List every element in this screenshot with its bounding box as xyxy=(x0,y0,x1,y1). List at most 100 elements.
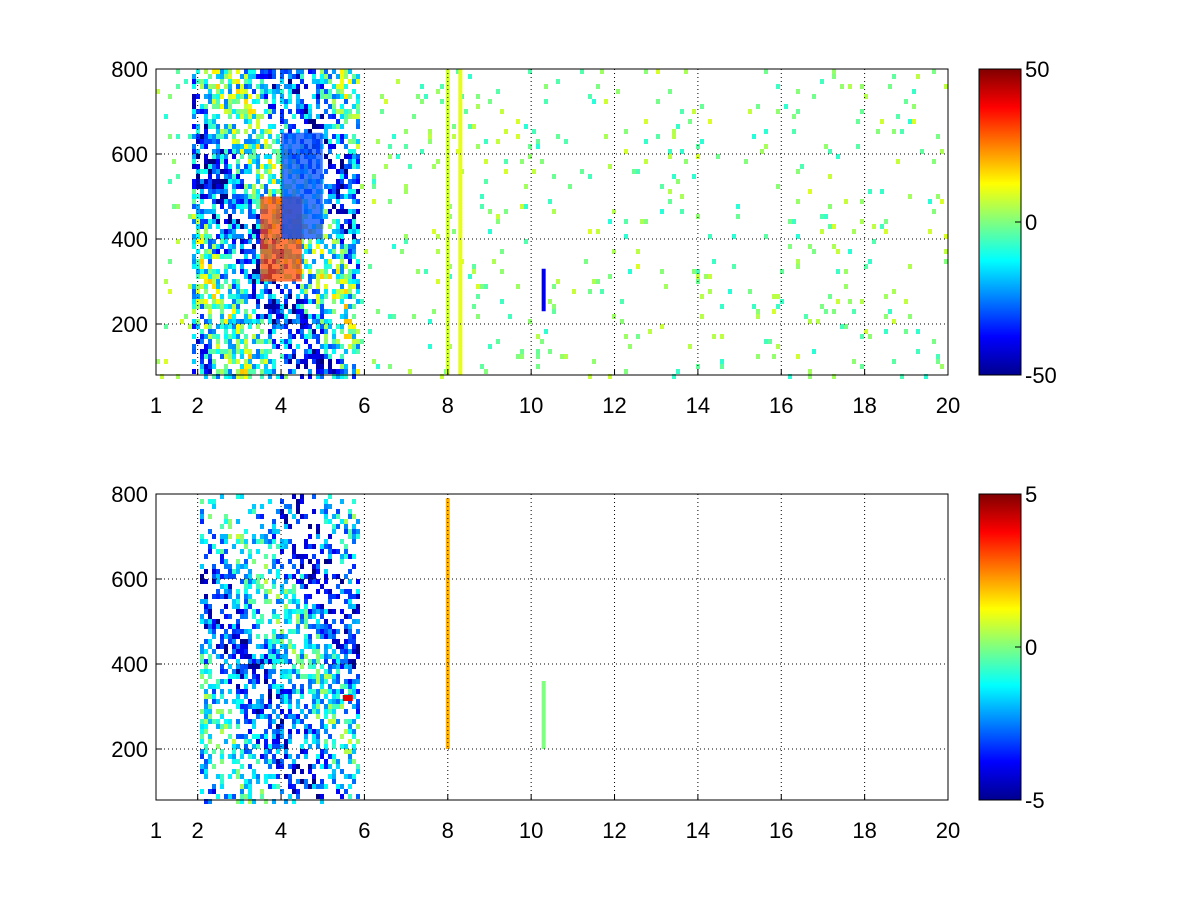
heatmap-cell xyxy=(392,244,396,249)
heatmap-cell xyxy=(308,244,312,249)
heatmap-cell xyxy=(268,294,272,299)
heatmap-cell xyxy=(244,99,248,104)
heatmap-cell xyxy=(220,774,224,779)
heatmap-cell xyxy=(256,339,260,344)
heatmap-cell xyxy=(240,669,244,674)
heatmap-cell xyxy=(256,319,260,324)
heatmap-cell xyxy=(272,304,276,309)
heatmap-cell xyxy=(204,229,208,234)
heatmap-cell xyxy=(264,69,268,74)
heatmap-cell xyxy=(428,344,432,349)
heatmap-cell xyxy=(224,129,228,134)
heatmap-cell xyxy=(344,294,348,299)
heatmap-cell xyxy=(320,324,324,329)
heatmap-cell xyxy=(208,659,212,664)
heatmap-cell xyxy=(340,684,344,689)
heatmap-cell xyxy=(284,514,288,519)
heatmap-cell xyxy=(232,154,236,159)
heatmap-cell xyxy=(356,794,360,799)
heatmap-cell xyxy=(324,269,328,274)
heatmap-cell xyxy=(328,774,332,779)
heatmap-cell xyxy=(224,794,228,799)
heatmap-cell xyxy=(324,354,328,359)
heatmap-cell xyxy=(204,94,208,99)
heatmap-cell xyxy=(224,304,228,309)
heatmap-cell xyxy=(216,624,220,629)
heatmap-cell xyxy=(408,164,412,169)
heatmap-cell xyxy=(216,189,220,194)
heatmap-cell xyxy=(288,714,292,719)
heatmap-cell xyxy=(228,84,232,89)
heatmap-cell xyxy=(468,124,472,129)
heatmap-cell xyxy=(208,529,212,534)
heatmap-cell xyxy=(308,664,312,669)
heatmap-cell xyxy=(268,704,272,709)
heatmap-cell xyxy=(244,109,248,114)
heatmap-cell xyxy=(228,164,232,169)
heatmap-cell xyxy=(244,669,248,674)
heatmap-cell xyxy=(504,169,508,174)
heatmap-cell xyxy=(212,304,216,309)
heatmap-cell xyxy=(308,329,312,334)
heatmap-cell xyxy=(936,194,940,199)
heatmap-cell xyxy=(220,759,224,764)
heatmap-cell xyxy=(344,644,348,649)
heatmap-cell xyxy=(348,159,352,164)
heatmap-cell xyxy=(308,634,312,639)
heatmap-cell xyxy=(216,644,220,649)
heatmap-cell xyxy=(232,319,236,324)
heatmap-cell xyxy=(236,179,240,184)
heatmap-cell xyxy=(224,189,228,194)
heatmap-cell xyxy=(200,144,204,149)
heatmap-cell xyxy=(204,159,208,164)
heatmap-cell xyxy=(264,554,268,559)
heatmap-cell xyxy=(236,359,240,364)
heatmap-cell xyxy=(288,524,292,529)
heatmap-cell xyxy=(644,159,648,164)
heatmap-cell xyxy=(704,274,708,279)
heatmap-cell xyxy=(248,144,252,149)
heatmap-cell xyxy=(216,214,220,219)
heatmap-cell xyxy=(312,494,316,499)
heatmap-cell xyxy=(296,579,300,584)
heatmap-cell xyxy=(392,314,396,319)
heatmap-cell xyxy=(308,594,312,599)
heatmap-cell xyxy=(252,534,256,539)
heatmap-cell xyxy=(244,144,248,149)
heatmap-cell xyxy=(328,259,332,264)
heatmap-cell xyxy=(256,174,260,179)
heatmap-cell xyxy=(268,724,272,729)
heatmap-cell xyxy=(516,284,520,289)
heatmap-cell xyxy=(324,234,328,239)
heatmap-cell xyxy=(268,359,272,364)
heatmap-cell xyxy=(252,504,256,509)
heatmap-cell xyxy=(284,344,288,349)
heatmap-cell xyxy=(256,214,260,219)
heatmap-cell xyxy=(288,754,292,759)
heatmap-cell xyxy=(624,334,628,339)
heatmap-cell xyxy=(300,319,304,324)
heatmap-cell xyxy=(204,759,208,764)
heatmap-cell xyxy=(352,564,356,569)
heatmap-cell xyxy=(212,294,216,299)
heatmap-cell xyxy=(224,104,228,109)
heatmap-cell xyxy=(296,609,300,614)
heatmap-cell xyxy=(192,309,196,314)
heatmap-cell xyxy=(240,349,244,354)
heatmap-cell xyxy=(212,504,216,509)
heatmap-cell xyxy=(284,694,288,699)
heatmap-cell xyxy=(336,89,340,94)
heatmap-cell xyxy=(316,714,320,719)
heatmap-cell xyxy=(236,684,240,689)
heatmap-cell xyxy=(296,284,300,289)
heatmap-cell xyxy=(316,99,320,104)
heatmap-cell xyxy=(208,324,212,329)
heatmap-cell xyxy=(256,234,260,239)
heatmap-cell xyxy=(248,584,252,589)
heatmap-cell xyxy=(308,354,312,359)
heatmap-cell xyxy=(304,349,308,354)
heatmap-cell xyxy=(520,204,524,209)
heatmap-cell xyxy=(332,84,336,89)
heatmap-cell xyxy=(204,79,208,84)
heatmap-cell xyxy=(248,79,252,84)
